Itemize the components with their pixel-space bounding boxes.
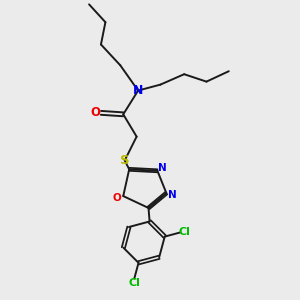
Text: N: N <box>158 164 167 173</box>
Text: Cl: Cl <box>178 227 190 237</box>
Text: O: O <box>91 106 100 119</box>
Text: O: O <box>113 193 122 202</box>
Text: N: N <box>133 84 143 97</box>
Text: N: N <box>168 190 177 200</box>
Text: Cl: Cl <box>128 278 140 288</box>
Text: S: S <box>120 154 130 167</box>
